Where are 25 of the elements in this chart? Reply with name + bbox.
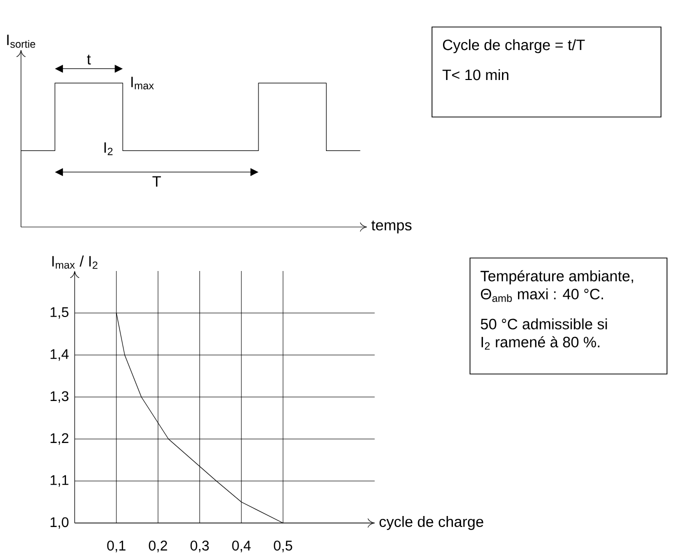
y-tick-label: 1,2 [50, 433, 68, 445]
text: Température ambiante, [480, 270, 634, 285]
text: t [86, 54, 91, 65]
y-tick-label: 1,5 [50, 308, 68, 319]
annotation: T [152, 176, 161, 187]
x-tick-label: 0,4 [232, 540, 251, 552]
text: 50 °C admissible si [480, 318, 607, 330]
text: T< 10 min [442, 69, 508, 80]
y-tick-label: 1,0 [50, 517, 68, 529]
y-tick-label: 1,3 [50, 391, 68, 403]
x-tick-label: 0,5 [274, 540, 292, 552]
y-axis-title: I$_{sortie}$ [7, 34, 36, 48]
x-tick-label: 0,1 [107, 540, 126, 552]
text: I$_{2}$ ramené à 80 %. [482, 336, 600, 350]
x-axis-title: temps [371, 220, 412, 234]
y-tick-label: 1,1 [50, 476, 68, 487]
text: Cycle de charge = t/T [442, 39, 585, 54]
y-tick-label: 1,4 [50, 350, 69, 361]
x-axis-title: cycle de charge [380, 516, 484, 530]
y-axis-title: I$_{max}$ / I$_{2}$ [52, 256, 98, 270]
annotation: I$_{2}$ [104, 142, 113, 156]
text: Θ$_{amb}$ maxi : 40 °C. [480, 288, 603, 302]
x-tick-label: 0,2 [148, 540, 168, 552]
annotation: I$_{max}$ [131, 77, 154, 90]
x-tick-label: 0,3 [190, 540, 209, 552]
